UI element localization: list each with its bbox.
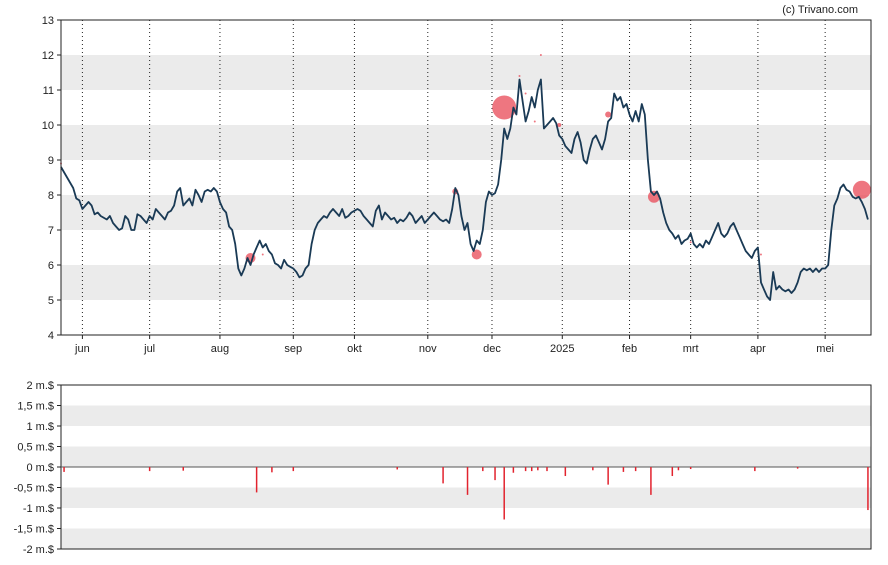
x-tick-label: apr bbox=[750, 343, 766, 355]
flow-bar bbox=[634, 467, 637, 472]
flow-band bbox=[61, 528, 871, 549]
flow-bar bbox=[271, 467, 273, 473]
flow-tick-label: 2 m.$ bbox=[26, 380, 54, 392]
flow-tick-label: 1 m.$ bbox=[26, 421, 54, 433]
flow-tick-label: -1 m.$ bbox=[23, 503, 54, 515]
flow-tick-label: 0 m.$ bbox=[26, 462, 54, 474]
x-tick-label: mrt bbox=[683, 343, 699, 355]
y-tick-label: 12 bbox=[42, 50, 54, 62]
volume-bubble bbox=[492, 95, 517, 120]
x-tick-label: sep bbox=[284, 343, 302, 355]
flow-tick-label: -1,5 m.$ bbox=[14, 524, 54, 536]
flow-bar bbox=[524, 467, 527, 472]
flow-bar bbox=[671, 467, 674, 477]
flow-bar bbox=[255, 467, 258, 493]
y-tick-label: 5 bbox=[48, 295, 54, 307]
flow-bar bbox=[546, 467, 548, 472]
flow-bar bbox=[537, 467, 539, 471]
flow-y-axis: -2 m.$ -1,5 m.$ -1 m.$ -0,5 m.$ 0 m.$ 0,5 m.$… bbox=[14, 380, 61, 556]
flow-tick-label: 1,5 m.$ bbox=[17, 401, 54, 413]
y-tick-label: 6 bbox=[48, 260, 54, 272]
price-band bbox=[61, 195, 871, 230]
y-tick-label: 8 bbox=[48, 190, 54, 202]
price-band bbox=[61, 265, 871, 300]
copyright-text: (c) Trivano.com bbox=[782, 4, 858, 16]
volume-bubble bbox=[261, 253, 264, 256]
flow-bar bbox=[494, 467, 496, 481]
flow-bar bbox=[754, 467, 756, 472]
x-tick-label: nov bbox=[419, 343, 437, 355]
flow-bar bbox=[182, 467, 185, 471]
flow-bar bbox=[396, 467, 398, 470]
flow-band bbox=[61, 446, 871, 467]
volume-bubble bbox=[539, 54, 542, 56]
flow-bar bbox=[650, 467, 652, 495]
y-tick-label: 11 bbox=[43, 85, 54, 97]
price-line bbox=[60, 78, 869, 301]
flow-bar bbox=[677, 467, 680, 471]
volume-bubble bbox=[647, 190, 660, 203]
volume-bubble bbox=[471, 249, 482, 260]
volume-bubble bbox=[689, 241, 692, 244]
flow-band bbox=[61, 487, 871, 508]
flow-tick-label: -0,5 m.$ bbox=[14, 483, 54, 495]
flow-bar bbox=[442, 467, 444, 484]
x-tick-label: jun bbox=[74, 343, 90, 355]
flow-bar bbox=[622, 467, 625, 472]
volume-bubble bbox=[605, 111, 612, 118]
price-band bbox=[61, 125, 871, 160]
y-tick-label: 7 bbox=[48, 225, 54, 237]
flow-bars bbox=[63, 467, 869, 520]
x-tick-label: jul bbox=[143, 343, 155, 355]
flow-bar bbox=[466, 467, 469, 495]
volume-bubble bbox=[852, 180, 871, 199]
y-tick-label: 4 bbox=[48, 330, 54, 342]
flow-bar bbox=[607, 467, 609, 485]
vertical-gridlines bbox=[81, 20, 826, 335]
x-tick-label: mei bbox=[816, 343, 834, 355]
background-bands bbox=[61, 55, 871, 549]
y-tick-label: 10 bbox=[42, 120, 54, 132]
price-y-axis: 4 5 6 7 8 9 10 11 12 13 bbox=[42, 15, 61, 342]
flow-bar bbox=[148, 467, 151, 472]
x-tick-label: okt bbox=[347, 343, 362, 355]
x-tick-label: 2025 bbox=[550, 343, 574, 355]
price-frame bbox=[60, 19, 872, 336]
x-tick-label: feb bbox=[622, 343, 637, 355]
volume-bubble bbox=[524, 92, 527, 95]
flow-bar bbox=[503, 467, 505, 520]
volume-bubble bbox=[759, 253, 762, 256]
flow-bar bbox=[564, 467, 567, 477]
volume-bubble bbox=[518, 75, 521, 77]
price-band bbox=[61, 55, 871, 90]
volume-bubble bbox=[533, 120, 536, 123]
flow-bar bbox=[867, 467, 869, 511]
month-axis: jun jul aug sep okt nov dec 2025 feb mrt apr mei bbox=[74, 335, 834, 355]
flow-bar bbox=[530, 467, 533, 472]
flow-bar bbox=[592, 467, 594, 471]
flow-bar bbox=[292, 467, 295, 472]
flow-tick-label: 0,5 m.$ bbox=[17, 442, 54, 454]
flow-bar bbox=[689, 467, 692, 470]
y-tick-label: 9 bbox=[48, 155, 54, 167]
flow-tick-label: -2 m.$ bbox=[23, 544, 54, 556]
volume-bubbles bbox=[60, 54, 871, 263]
flow-bar bbox=[796, 467, 799, 469]
flow-band bbox=[61, 405, 871, 426]
x-tick-label: dec bbox=[483, 343, 501, 355]
flow-bar bbox=[63, 467, 65, 472]
flow-bar bbox=[482, 467, 484, 472]
volume-bubble bbox=[557, 123, 562, 127]
x-tick-label: aug bbox=[211, 343, 229, 355]
y-tick-label: 13 bbox=[42, 15, 54, 27]
flow-bar bbox=[512, 467, 515, 473]
